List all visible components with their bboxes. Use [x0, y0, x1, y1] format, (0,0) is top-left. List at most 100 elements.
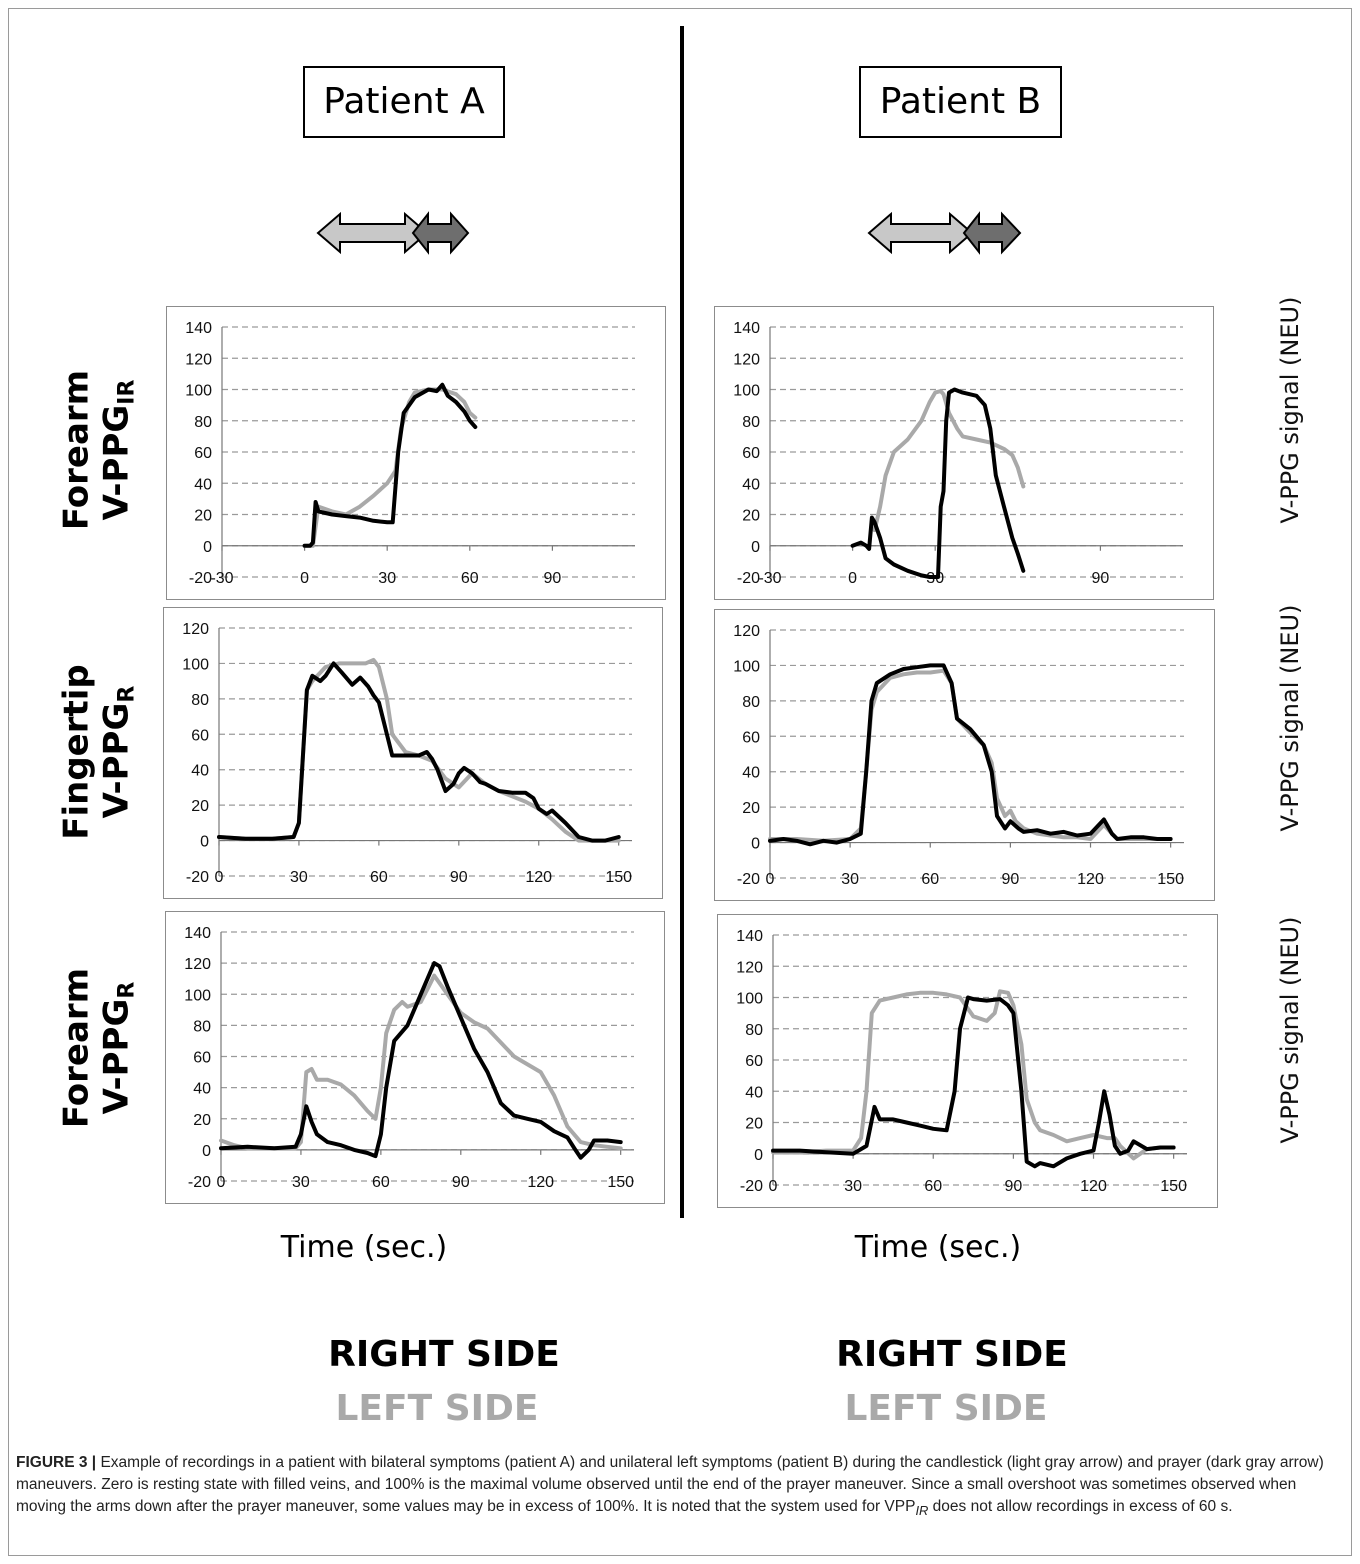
- x-tick-label: 0: [215, 869, 224, 886]
- y-tick-label: 120: [733, 623, 760, 640]
- y-tick-label: 40: [742, 765, 760, 782]
- x-tick-label: 90: [544, 570, 562, 587]
- y-tick-label: 0: [754, 1147, 763, 1164]
- y-tick-label: 0: [200, 834, 209, 851]
- y-tick-label: 60: [742, 729, 760, 746]
- y-tick-label: 20: [194, 508, 212, 525]
- y-tick-label: 80: [191, 692, 209, 709]
- figure-frame: [8, 8, 1352, 1556]
- chart-b-forearm-ir: -20 0 20 40 60 80 100 120 140 -30 0 30 90: [714, 306, 1214, 600]
- chart-svg-B-forearm-R: -20 0 20 40 60 80 100 120 140 0 30 60 90 120 150: [736, 928, 1187, 1195]
- chart-a-forearm-r: -20 0 20 40 60 80 100 120 140 0 30 60 90 120 150: [165, 911, 665, 1204]
- y-tick-label: 60: [193, 1050, 211, 1067]
- series-line-right-side: [771, 995, 1176, 1169]
- x-tick-label: 0: [769, 1178, 778, 1195]
- patient-b-title: Patient B: [859, 66, 1062, 138]
- x-tick-label: 30: [290, 869, 308, 886]
- x-tick-label: 60: [921, 871, 939, 888]
- y-tick-label: 60: [191, 727, 209, 744]
- x-tick-label: 150: [1157, 871, 1184, 888]
- y-tick-label: 0: [751, 539, 760, 556]
- y-tick-label: -20: [740, 1178, 763, 1195]
- y-tick-label: -20: [737, 570, 760, 587]
- x-tick-label: 90: [1004, 1178, 1022, 1195]
- y-tick-label: 100: [733, 383, 760, 400]
- x-tick-label: 120: [1077, 871, 1104, 888]
- caption-label: FIGURE 3 |: [16, 1454, 97, 1471]
- y-tick-label: 20: [742, 508, 760, 525]
- y-tick-label: 140: [736, 928, 763, 945]
- x-tick-label: -30: [210, 570, 233, 587]
- y-tick-label: 20: [742, 800, 760, 817]
- y-tick-label: -20: [737, 871, 760, 888]
- time-label-b: Time (sec.): [854, 1230, 1022, 1265]
- series-line-left-side: [771, 989, 1176, 1161]
- y-tick-label: 100: [184, 987, 211, 1004]
- x-tick-label: 0: [217, 1174, 226, 1191]
- time-label-a: Time (sec.): [280, 1230, 448, 1265]
- y-tick-label: 120: [184, 956, 211, 973]
- x-tick-label: 90: [452, 1174, 470, 1191]
- y-tick-label: 100: [182, 656, 209, 673]
- prayer-arrow-a: [411, 211, 470, 255]
- x-tick-label: 30: [378, 570, 396, 587]
- y-tick-label: 140: [733, 320, 760, 337]
- chart-a-fingertip-r: -20 0 20 40 60 80 100 120 0 30 60 90 120 150: [163, 607, 663, 899]
- y-tick-label: 40: [193, 1081, 211, 1098]
- series-line-left-side: [872, 389, 1026, 533]
- x-tick-label: 60: [924, 1178, 942, 1195]
- chart-svg-A-forearm-R: -20 0 20 40 60 80 100 120 140 0 30 60 90 120 150: [184, 925, 634, 1191]
- x-tick-label: 90: [1001, 871, 1019, 888]
- row-label-forearm-ir: Forearm V-PPGIR: [56, 369, 140, 531]
- x-tick-label: 0: [300, 570, 309, 587]
- y-tick-label: 100: [733, 658, 760, 675]
- y-tick-label: 80: [194, 414, 212, 431]
- x-tick-label: 120: [525, 869, 552, 886]
- y-tick-label: 0: [203, 539, 212, 556]
- prayer-arrow-b: [962, 211, 1022, 255]
- y-tick-label: 140: [185, 320, 212, 337]
- y-tick-label: 0: [202, 1143, 211, 1160]
- series-line-left-side: [768, 668, 1173, 843]
- row-label-fingertip-r: Fingertip V-PPGR: [56, 664, 140, 840]
- chart-b-fingertip-r: -20 0 20 40 60 80 100 120 0 30 60 90 120 150: [714, 609, 1215, 901]
- caption-text: Example of recordings in a patient with …: [16, 1454, 1324, 1515]
- y-tick-label: 120: [185, 351, 212, 368]
- x-tick-label: 90: [450, 869, 468, 886]
- y-axis-title-row3: V-PPG signal (NEU): [1276, 916, 1304, 1144]
- row-label-forearm-r: Forearm V-PPGR: [56, 967, 140, 1129]
- y-tick-label: -20: [188, 1174, 211, 1191]
- x-tick-label: 150: [1160, 1178, 1187, 1195]
- y-tick-label: -20: [189, 570, 212, 587]
- series-line-right-side: [302, 382, 478, 548]
- series-line-right-side: [850, 387, 1026, 579]
- caption-text-end: does not allow recordings in excess of 6…: [928, 1498, 1233, 1515]
- x-tick-label: -30: [758, 570, 781, 587]
- y-tick-label: 40: [745, 1084, 763, 1101]
- x-tick-label: 0: [766, 871, 775, 888]
- y-tick-label: 40: [191, 763, 209, 780]
- y-tick-label: 140: [184, 925, 211, 942]
- y-tick-label: 20: [191, 798, 209, 815]
- y-tick-label: 100: [736, 991, 763, 1008]
- y-tick-label: 120: [733, 351, 760, 368]
- y-tick-label: 40: [742, 476, 760, 493]
- legend-left-side-a: LEFT SIDE: [335, 1388, 539, 1429]
- x-tick-label: 30: [841, 871, 859, 888]
- y-axis-title-row1: V-PPG signal (NEU): [1276, 296, 1304, 524]
- legend-left-side-b: LEFT SIDE: [844, 1388, 1048, 1429]
- y-tick-label: 80: [193, 1018, 211, 1035]
- series-line-left-side: [219, 973, 623, 1151]
- x-tick-label: 0: [848, 570, 857, 587]
- caption-sub: IR: [915, 1503, 929, 1519]
- y-tick-label: 100: [185, 383, 212, 400]
- x-tick-label: 150: [607, 1174, 634, 1191]
- series-line-left-side: [217, 657, 621, 843]
- x-tick-label: 120: [527, 1174, 554, 1191]
- y-tick-label: 20: [193, 1112, 211, 1129]
- patient-divider: [680, 26, 684, 1218]
- patient-a-title: Patient A: [303, 66, 505, 138]
- x-tick-label: 30: [292, 1174, 310, 1191]
- y-tick-label: -20: [186, 869, 209, 886]
- x-tick-label: 30: [844, 1178, 862, 1195]
